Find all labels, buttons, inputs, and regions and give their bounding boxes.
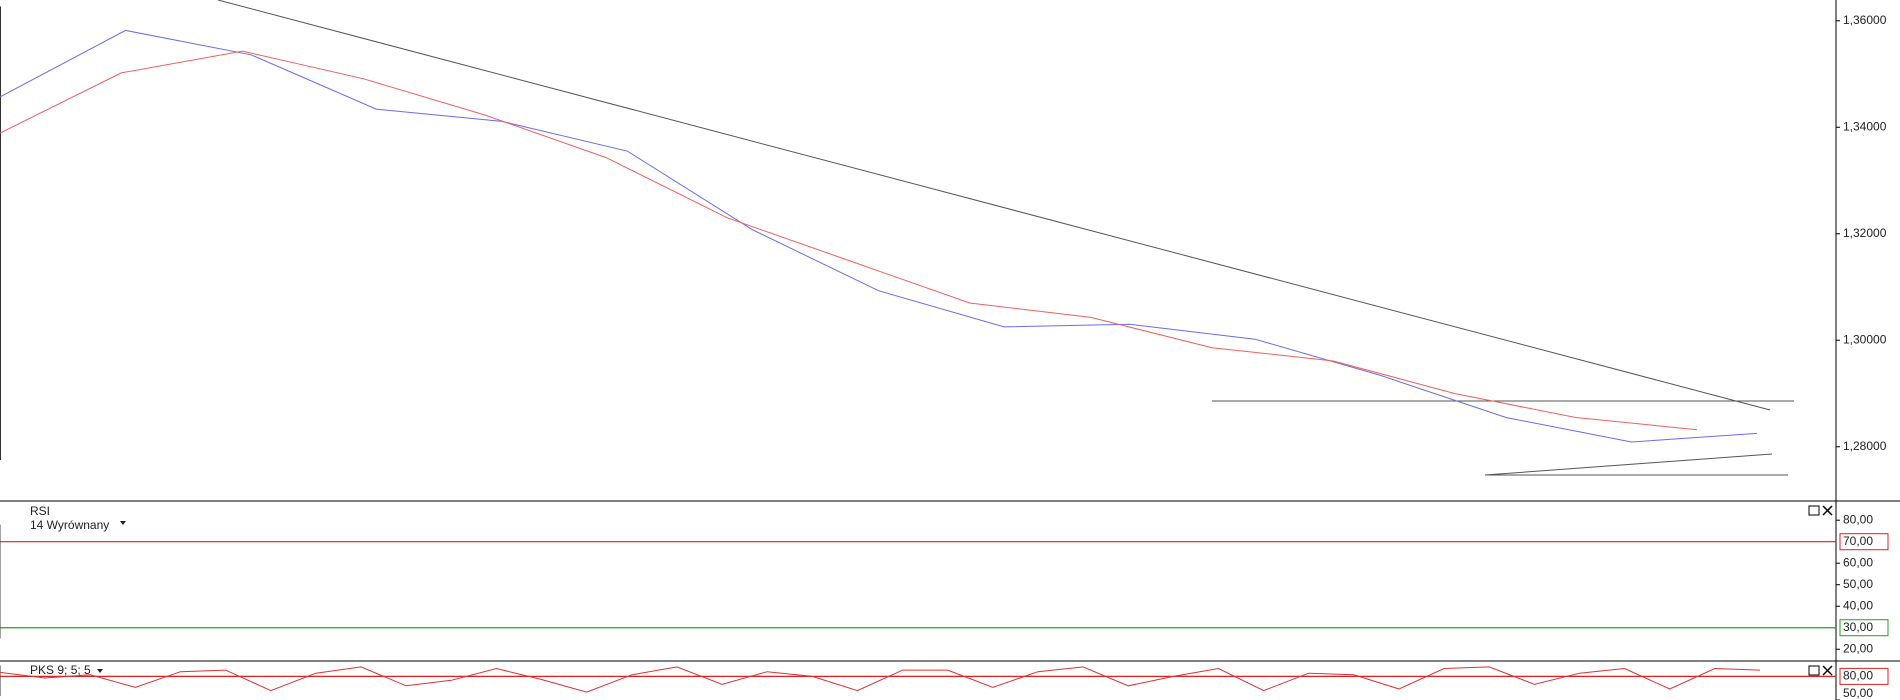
- y-tick-label: 50,00: [1843, 686, 1873, 700]
- y-tick-label: 1,34000: [1843, 119, 1887, 133]
- series-line: [0, 29, 1758, 443]
- level-label: 70,00: [1843, 534, 1873, 548]
- dropdown-icon[interactable]: [97, 669, 103, 673]
- level-label-box: [1839, 533, 1889, 551]
- plot-area: [0, 524, 1836, 639]
- y-tick-label: 1,32000: [1843, 226, 1887, 240]
- y-tick-label: 60,00: [1843, 555, 1873, 569]
- y-tick-label: 50,00: [1843, 577, 1873, 591]
- plot-area: [0, 6, 1758, 461]
- y-tick-label: 1,28000: [1843, 439, 1887, 453]
- y-tick-label: 1,36000: [1843, 13, 1887, 27]
- panel-subtitle: 14 Wyrównany: [30, 518, 109, 532]
- close-button[interactable]: [1822, 665, 1833, 676]
- maximize-button[interactable]: [1808, 665, 1820, 676]
- series-line: [0, 50, 1698, 431]
- panel-title: RSI: [30, 504, 50, 518]
- y-tick-label: 40,00: [1843, 598, 1873, 612]
- panel-controls: [1808, 505, 1833, 676]
- y-tick-label: 80,00: [1843, 512, 1873, 526]
- level-label: 30,00: [1843, 620, 1873, 634]
- close-button[interactable]: [1822, 505, 1833, 516]
- y-tick-label: 20,00: [1843, 641, 1873, 655]
- trendline: [1484, 453, 1773, 476]
- maximize-button[interactable]: [1808, 505, 1820, 516]
- level-label: 80,00: [1843, 669, 1873, 683]
- panel-title: PKS 9; 5; 5: [30, 663, 91, 677]
- y-tick-label: 1,30000: [1843, 332, 1887, 346]
- dropdown-icon[interactable]: [120, 521, 126, 525]
- trendline: [217, 0, 1771, 411]
- level-label-box: [1839, 619, 1889, 637]
- level-label-box: [1839, 667, 1889, 685]
- trendlines: [217, 0, 1794, 476]
- series-line: [0, 666, 1761, 693]
- plot-area: [0, 665, 1836, 697]
